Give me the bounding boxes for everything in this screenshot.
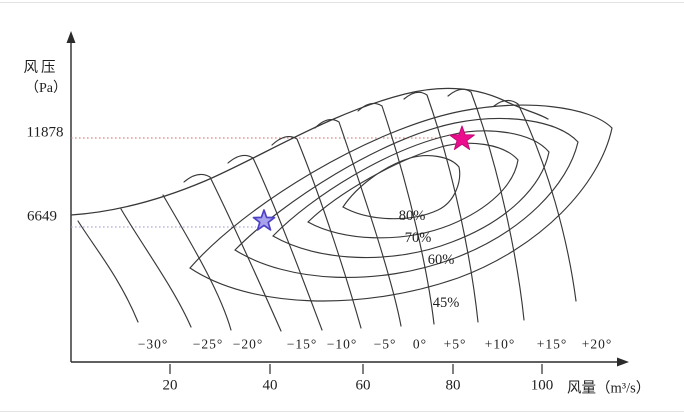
blade-angle-label: −30°: [137, 336, 169, 352]
y-tick-6649: 6649: [27, 208, 57, 225]
y-tick-11878: 11878: [26, 124, 64, 141]
blade-angle-label: −25°: [192, 336, 224, 352]
image-bottom-edge: [0, 411, 684, 412]
blade-angle-label: −20°: [232, 336, 264, 352]
fan-curve-+5°: [357, 102, 435, 325]
efficiency-label: 80%: [398, 207, 426, 224]
x-tick-label: 60: [355, 377, 371, 394]
fan-curve-−10°: [227, 154, 323, 331]
image-top-edge: [0, 2, 684, 3]
efficiency-contour-70%: [272, 130, 550, 259]
efficiency-contour-60%: [234, 118, 579, 279]
y-axis-title: 风压: [23, 59, 59, 76]
efficiency-label: 45%: [432, 294, 460, 311]
fan-curve-+15°: [447, 88, 525, 321]
fan-curve-+20°: [493, 99, 577, 302]
fan-curve-+10°: [403, 91, 479, 323]
blade-angle-label: −15°: [286, 336, 318, 352]
x-tick-label: 40: [262, 377, 278, 394]
blade-angle-label: −5°: [373, 336, 397, 352]
efficiency-contour-inner: [342, 155, 461, 220]
efficiency-label: 60%: [427, 251, 455, 268]
fan-curve-−5°: [271, 135, 362, 329]
fan-curve-−15°: [183, 173, 282, 332]
blade-angle-label: +20°: [581, 336, 613, 352]
blade-angle-label: 0°: [412, 336, 428, 352]
blade-angle-label: +5°: [443, 336, 467, 352]
y-axis-arrow-icon: [66, 31, 76, 43]
efficiency-contour-45%: [189, 104, 613, 302]
fan-curve-0°: [314, 118, 402, 327]
high-point-star-icon: [449, 125, 475, 150]
x-axis-arrow-icon: [617, 357, 629, 367]
x-tick-label: 80: [445, 377, 461, 394]
low-point-star-icon: [252, 209, 276, 231]
y-axis-unit: （Pa）: [25, 81, 67, 96]
fan-curve-−20°: [162, 194, 232, 331]
x-tick-label: 100: [530, 377, 554, 394]
efficiency-label: 70%: [404, 229, 432, 246]
fan-curve-−30°: [77, 220, 139, 323]
x-tick-label: 20: [162, 377, 178, 394]
blade-angle-label: −10°: [326, 336, 358, 352]
x-axis-title: 风量（m³/s）: [567, 380, 651, 397]
efficiency-contour-80%: [307, 142, 519, 239]
fan-curve-−25°: [120, 208, 192, 328]
blade-angle-label: +15°: [536, 336, 568, 352]
blade-angle-label: +10°: [484, 336, 516, 352]
